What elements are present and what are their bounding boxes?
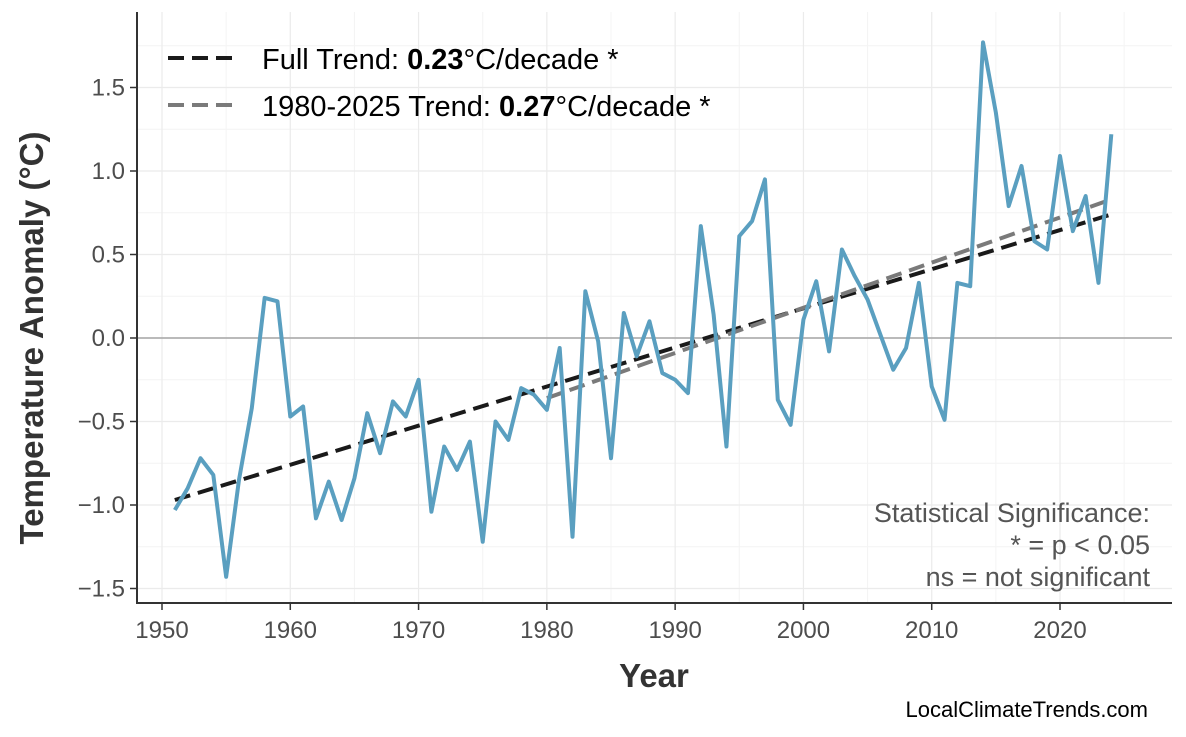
trend-lines — [174, 197, 1112, 502]
y-tick-label: −1.5 — [78, 576, 125, 603]
y-axis-label: Temperature Anomaly (°C) — [13, 132, 50, 545]
y-tick-label: 1.5 — [92, 75, 125, 102]
x-tick-label: 1980 — [520, 617, 573, 644]
significance-title: Statistical Significance: — [874, 498, 1150, 528]
x-tick-label: 1960 — [264, 617, 317, 644]
y-tick-label: 1.0 — [92, 158, 125, 185]
x-tick-label: 1990 — [648, 617, 701, 644]
full-trend-line — [174, 212, 1112, 502]
axes: 1950 1960 1970 1980 1990 2000 2010 2020 −1.5 −1.0… — [78, 12, 1172, 644]
x-tick-label: 2010 — [905, 617, 958, 644]
y-tick-label: −0.5 — [78, 409, 125, 436]
x-axis-label: Year — [619, 657, 689, 694]
x-tick-label: 2020 — [1033, 617, 1086, 644]
data-series — [173, 40, 1114, 579]
y-tick-label: −1.0 — [78, 492, 125, 519]
x-tick-label: 1950 — [135, 617, 188, 644]
legend-label: 1980-2025 Trend: 0.27°C/decade * — [262, 91, 711, 123]
credit-text: LocalClimateTrends.com — [906, 697, 1149, 722]
legend: Full Trend: 0.23°C/decade * 1980-2025 Tre… — [168, 44, 711, 123]
x-tick-label: 2000 — [777, 617, 830, 644]
significance-star: * = p < 0.05 — [1010, 530, 1150, 560]
x-tick-label: 1970 — [392, 617, 445, 644]
y-tick-label: 0.5 — [92, 242, 125, 269]
recent-trend-line — [546, 197, 1112, 401]
anomaly-line — [173, 40, 1114, 579]
legend-label: Full Trend: 0.23°C/decade * — [262, 44, 619, 76]
significance-ns: ns = not significant — [926, 562, 1151, 592]
y-tick-label: 0.0 — [92, 325, 125, 352]
